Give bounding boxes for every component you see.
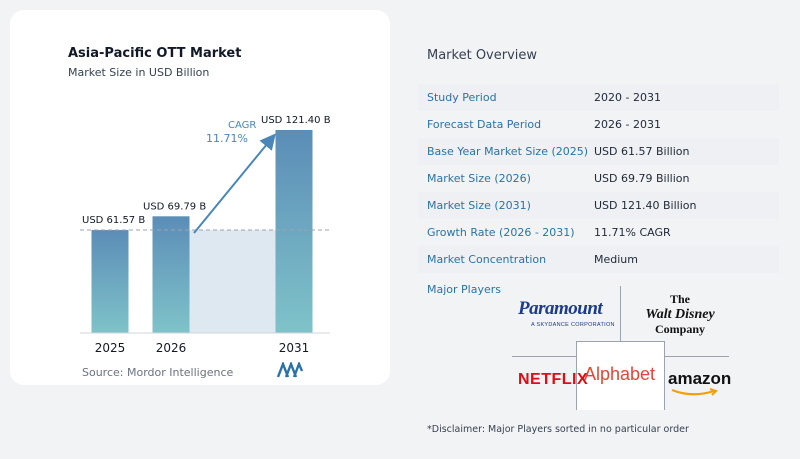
disney-logo-name: Walt Disney	[645, 307, 715, 322]
category-label-2026: 2026	[156, 341, 187, 355]
netflix-logo: NETFLIX	[518, 371, 589, 388]
cagr-value: 11.71%	[206, 132, 248, 145]
overview-row: Growth Rate (2026 - 2031) 11.71% CAGR	[418, 219, 779, 246]
bar-2026	[152, 216, 190, 333]
grid-divider	[512, 356, 576, 357]
bar-2031	[275, 130, 313, 333]
overview-row: Market Size (2031) USD 121.40 Billion	[418, 192, 779, 219]
overview-row: Market Concentration Medium	[418, 246, 779, 273]
alphabet-logo: Alphabet	[584, 364, 656, 384]
category-label-2025: 2025	[95, 341, 126, 355]
overview-row-value: USD 61.57 Billion	[594, 145, 690, 158]
overview-row: Market Size (2026) USD 69.79 Billion	[418, 165, 779, 192]
paramount-logo-subtitle: A SKYDANCE CORPORATION	[531, 322, 615, 328]
overview-row: Study Period 2020 - 2031	[418, 84, 779, 111]
paramount-logo: Paramount	[518, 298, 603, 319]
data-label-2026: USD 69.79 B	[143, 201, 206, 212]
chart-subtitle: Market Size in USD Billion	[68, 66, 210, 79]
overview-row-label: Study Period	[427, 91, 497, 104]
overview-row-label: Growth Rate (2026 - 2031)	[427, 226, 575, 239]
overview-row-value: 2026 - 2031	[594, 118, 661, 131]
disney-logo-the: The	[669, 292, 690, 306]
overview-row-label: Market Size (2031)	[427, 199, 531, 212]
source-note: Source: Mordor Intelligence	[82, 366, 234, 379]
overview-row: Forecast Data Period 2026 - 2031	[418, 111, 779, 138]
overview-row-label: Base Year Market Size (2025)	[427, 145, 589, 158]
overview-row-label: Market Size (2026)	[427, 172, 531, 185]
grid-divider	[665, 356, 729, 357]
alphabet-logo-box	[576, 341, 665, 410]
overview-row-value: 2020 - 2031	[594, 91, 661, 104]
mordor-logo-icon	[277, 362, 303, 378]
forecast-shade	[189, 230, 276, 333]
overview-row-label: Market Concentration	[427, 253, 547, 266]
bar-2025	[91, 230, 129, 333]
overview-row-value: 11.71% CAGR	[594, 226, 671, 239]
amazon-smile-icon	[671, 388, 718, 396]
data-label-2031: USD 121.40 B	[261, 115, 331, 126]
overview-title: Market Overview	[427, 48, 538, 63]
grid-divider	[620, 286, 621, 341]
chart-title: Asia-Pacific OTT Market	[68, 46, 242, 61]
category-label-2031: 2031	[279, 341, 310, 355]
disney-logo: The Walt Disney Company	[632, 292, 728, 337]
disclaimer: *Disclaimer: Major Players sorted in no …	[427, 424, 689, 435]
overview-row-value: USD 69.79 Billion	[594, 172, 690, 185]
major-players-title: Major Players	[427, 283, 501, 296]
disney-logo-company: Company	[654, 322, 705, 336]
amazon-logo: amazon	[668, 369, 732, 388]
overview-row-label: Forecast Data Period	[427, 118, 542, 131]
data-label-2025: USD 61.57 B	[82, 215, 145, 226]
cagr-label: CAGR	[228, 120, 256, 131]
overview-row-value: Medium	[594, 253, 638, 266]
overview-row: Base Year Market Size (2025) USD 61.57 Bi…	[418, 138, 779, 165]
overview-row-value: USD 121.40 Billion	[594, 199, 697, 212]
bar-chart: USD 61.57 B USD 69.79 B USD 121.40 B 2025 20…	[80, 115, 331, 355]
cagr-arrow	[193, 133, 276, 234]
